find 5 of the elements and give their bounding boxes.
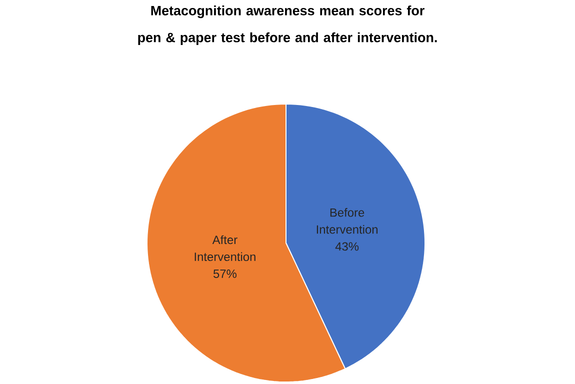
- data-label: 57%: [213, 270, 236, 278]
- data-label: 43%: [335, 242, 359, 251]
- slice-label: After Intervention: [194, 235, 256, 262]
- slice-label: Before Intervention: [316, 208, 378, 234]
- chart-title: Metacognition awareness mean scores for pen & paper test before and after intervention.: [138, 6, 437, 45]
